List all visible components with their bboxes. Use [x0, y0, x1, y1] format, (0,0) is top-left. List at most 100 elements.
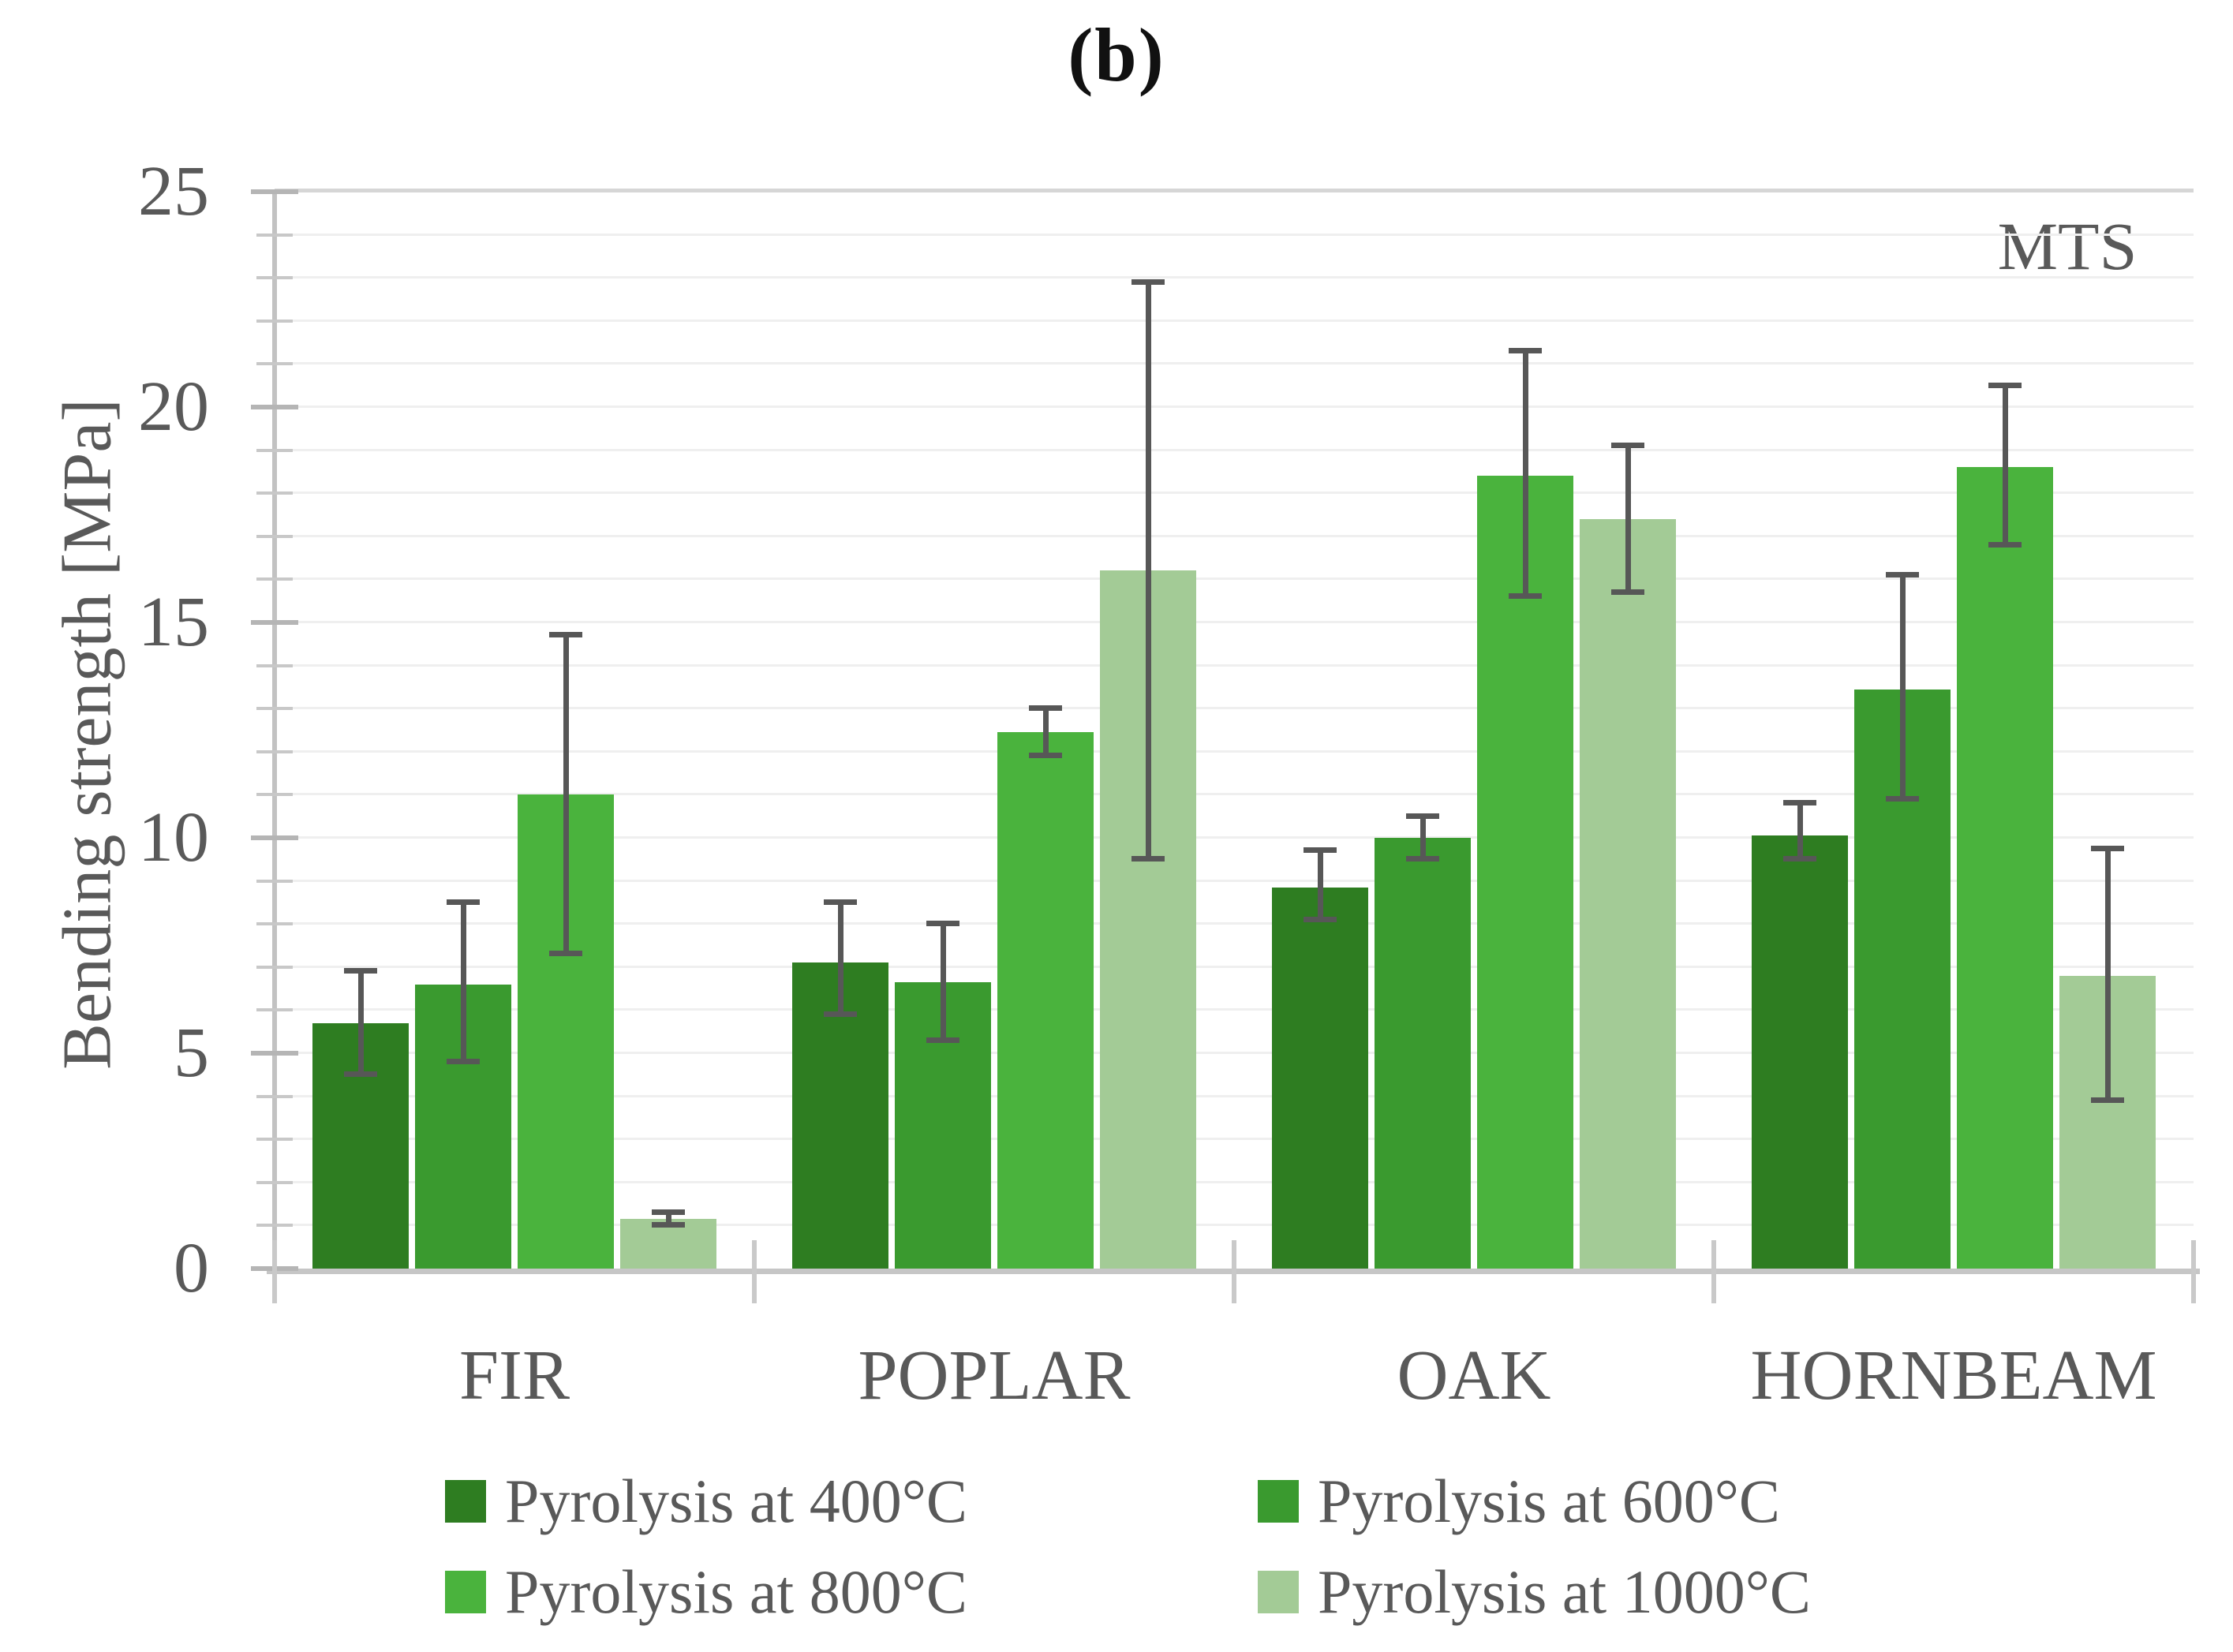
error-bar-cap-bottom	[926, 1037, 959, 1043]
y-tick-label: 10	[138, 798, 209, 876]
error-bar	[1899, 574, 1906, 799]
legend-label: Pyrolysis at 1000°C	[1318, 1557, 1811, 1626]
x-boundary-tick	[2191, 1240, 2196, 1303]
error-bar-cap-top	[1131, 278, 1165, 285]
y-minor-tick	[256, 1180, 293, 1184]
gridline	[275, 793, 2194, 796]
y-minor-tick	[256, 663, 293, 667]
gridline	[275, 276, 2194, 279]
y-minor-tick	[256, 879, 293, 883]
gridline	[275, 663, 2194, 667]
error-bar-cap-bottom	[344, 1071, 377, 1078]
error-bar	[1042, 708, 1049, 757]
y-minor-tick	[256, 362, 293, 366]
y-minor-tick	[256, 1008, 293, 1012]
y-minor-tick	[256, 707, 293, 711]
error-bar	[357, 971, 364, 1075]
gridline	[275, 577, 2194, 581]
gridline	[275, 922, 2194, 925]
error-bar	[1625, 446, 1631, 592]
error-bar-cap-bottom	[1029, 753, 1062, 759]
error-bar-cap-top	[1611, 443, 1644, 449]
category-label-fir: FIR	[458, 1336, 570, 1415]
error-bar-cap-bottom	[1131, 856, 1165, 862]
y-minor-tick	[256, 491, 293, 495]
y-minor-tick	[256, 534, 293, 538]
figure-title: (b)	[1068, 13, 1165, 97]
error-bar-cap-bottom	[1988, 541, 2022, 548]
error-bar-cap-top	[824, 899, 857, 905]
x-boundary-tick	[1232, 1240, 1236, 1303]
plot-area	[275, 189, 2194, 1269]
legend-marker-icon	[445, 1480, 486, 1523]
y-minor-tick	[256, 965, 293, 969]
error-bar	[2002, 385, 2008, 545]
legend-item: Pyrolysis at 600°C	[1258, 1470, 1780, 1533]
error-bar-cap-bottom	[549, 951, 582, 957]
error-bar-cap-top	[1406, 813, 1439, 819]
legend-marker-icon	[1258, 1480, 1299, 1523]
y-minor-tick	[256, 793, 293, 797]
error-bar	[1797, 803, 1803, 860]
error-bar-cap-top	[1988, 382, 2022, 388]
legend-label: Pyrolysis at 800°C	[505, 1557, 967, 1626]
y-tick-label: 15	[138, 583, 209, 661]
gridline	[275, 233, 2194, 236]
error-bar-cap-top	[1783, 800, 1816, 806]
bar-hornbeam-1	[1752, 835, 1848, 1269]
y-tick-label: 0	[174, 1229, 209, 1307]
legend-marker-icon	[1258, 1571, 1299, 1613]
x-boundary-tick	[272, 1240, 277, 1303]
error-bar-cap-top	[1886, 571, 1919, 577]
bar-oak-2	[1375, 838, 1471, 1269]
gridline	[275, 965, 2194, 968]
gridline	[275, 707, 2194, 710]
error-bar	[563, 635, 569, 955]
error-bar	[1317, 850, 1323, 920]
category-label-hornbeam: HORNBEAM	[1750, 1336, 2157, 1415]
y-minor-tick	[256, 1094, 293, 1098]
error-bar-cap-top	[2091, 845, 2124, 851]
error-bar-cap-top	[652, 1209, 685, 1216]
y-major-tick	[251, 620, 298, 625]
error-bar	[940, 924, 946, 1041]
error-bar-cap-top	[447, 899, 480, 905]
y-axis-line	[272, 192, 277, 1292]
gridline	[275, 491, 2194, 495]
y-tick-label: 20	[138, 368, 209, 446]
legend-item: Pyrolysis at 800°C	[445, 1560, 967, 1624]
gridline	[275, 448, 2194, 451]
error-bar	[837, 902, 843, 1015]
gridline	[275, 1094, 2194, 1097]
bar-poplar-3	[997, 732, 1094, 1269]
legend-label: Pyrolysis at 600°C	[1318, 1467, 1780, 1535]
gridline	[275, 1224, 2194, 1227]
error-bar-cap-bottom	[447, 1058, 480, 1064]
error-bar-cap-top	[344, 968, 377, 974]
error-bar	[1419, 816, 1426, 860]
y-tick-label: 25	[138, 152, 209, 230]
y-minor-tick	[256, 1224, 293, 1228]
error-bar-cap-bottom	[1406, 856, 1439, 862]
error-bar	[2104, 848, 2111, 1101]
error-bar	[1522, 351, 1528, 597]
error-bar-cap-bottom	[824, 1011, 857, 1017]
gridline	[275, 362, 2194, 365]
gridline	[275, 1180, 2194, 1183]
error-bar	[665, 1213, 671, 1226]
legend-item: Pyrolysis at 400°C	[445, 1470, 967, 1533]
x-boundary-tick	[1711, 1240, 1716, 1303]
gridline	[275, 406, 2194, 408]
gridline	[275, 1008, 2194, 1011]
y-minor-tick	[256, 276, 293, 280]
gridline	[275, 1052, 2194, 1054]
gridline	[275, 534, 2194, 537]
y-minor-tick	[256, 577, 293, 581]
gridline	[275, 836, 2194, 839]
mts-annotation: MTS	[1997, 208, 2138, 284]
error-bar-cap-bottom	[652, 1222, 685, 1228]
category-label-poplar: POPLAR	[858, 1336, 1131, 1415]
y-tick-label: 5	[174, 1014, 209, 1092]
gridline	[275, 749, 2194, 753]
